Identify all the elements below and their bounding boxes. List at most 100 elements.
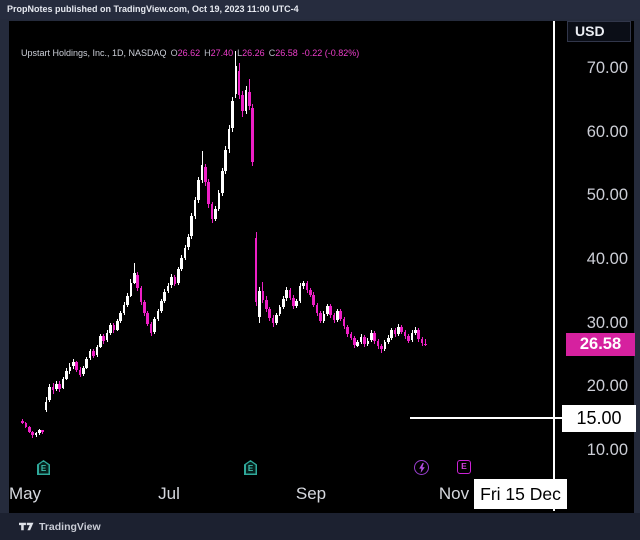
footer-bar: TradingView — [0, 513, 640, 540]
candle-body — [160, 301, 163, 311]
month-label: Nov — [438, 484, 470, 503]
price-target-line[interactable] — [410, 417, 635, 420]
candle-body — [146, 313, 150, 324]
candle-body — [363, 336, 366, 345]
candle-body — [336, 311, 339, 321]
candle-body — [204, 166, 207, 182]
tradingview-logo-text[interactable]: TradingView — [39, 520, 101, 533]
candle-body — [220, 171, 224, 194]
price-tick-label: 10.00 — [586, 441, 628, 459]
price-target-badge: 15.00 — [562, 404, 636, 432]
candle-body — [38, 430, 41, 434]
candle-body — [332, 315, 336, 321]
candle-body — [115, 321, 119, 330]
candle-body — [68, 366, 72, 372]
candle-body — [143, 302, 146, 314]
candle-body — [359, 336, 363, 343]
candle-body — [88, 350, 92, 359]
candle-body — [271, 317, 275, 324]
candle-body — [241, 94, 244, 112]
candle-body — [315, 304, 319, 314]
month-label: May — [8, 484, 42, 503]
candle-body — [71, 362, 75, 366]
candle-body — [285, 289, 288, 299]
candle-body — [400, 326, 404, 332]
candle-body — [163, 291, 166, 302]
earnings-marker-icon[interactable]: E — [244, 460, 257, 475]
candle-body — [339, 311, 343, 319]
candle-body — [322, 313, 326, 322]
ohlc-letter: L — [237, 48, 243, 58]
candle-body — [376, 341, 380, 346]
candle-body — [292, 297, 295, 307]
currency-label: USD — [567, 21, 631, 42]
lightning-event-icon[interactable] — [414, 460, 429, 475]
candle-body — [136, 274, 139, 289]
tradingview-logo-icon[interactable] — [19, 521, 34, 532]
candle-body — [417, 329, 420, 340]
candle-body — [373, 332, 376, 342]
month-label: Jul — [158, 484, 180, 503]
candle-body — [31, 431, 34, 436]
candle-body — [254, 238, 258, 303]
target-date-vertical-line[interactable] — [553, 21, 555, 511]
candle-body — [78, 369, 82, 375]
candle-body — [397, 326, 400, 335]
publish-info-bar: PropNotes published on TradingView.com, … — [0, 0, 640, 19]
candle-body — [58, 384, 62, 389]
change-value: -0.22 (-0.82%) — [301, 48, 360, 58]
candle-body — [407, 336, 410, 341]
candle-body — [24, 423, 28, 428]
candle-body — [44, 401, 48, 411]
candle-body — [180, 257, 183, 270]
candle-body — [139, 288, 143, 303]
candle-body — [21, 420, 24, 424]
candle-body — [129, 282, 133, 296]
earnings-marker-icon[interactable]: E — [37, 460, 50, 475]
chart-pane[interactable]: Upstart Holdings, Inc., 1D, NASDAQ O26.62… — [9, 21, 635, 513]
candle-body — [55, 384, 58, 390]
price-tick-label: 30.00 — [586, 313, 628, 332]
candle-body — [176, 269, 180, 284]
ohlc-number: 26.26 — [242, 48, 265, 58]
candle-body — [109, 325, 112, 333]
candle-body — [258, 290, 261, 318]
candle-body — [102, 336, 106, 342]
candle-body — [149, 323, 153, 333]
candle-body — [99, 336, 102, 347]
publish-info-text: PropNotes published on TradingView.com, … — [7, 4, 299, 14]
candle-body — [234, 65, 238, 94]
candle-body — [112, 325, 116, 331]
candle-body — [166, 285, 170, 291]
candle-body — [369, 332, 373, 341]
candle-body — [366, 340, 370, 345]
candle-body — [34, 433, 38, 436]
candle-body — [302, 283, 305, 286]
candle-body — [309, 290, 312, 295]
ohlc-letter: O — [170, 48, 178, 58]
candle-body — [153, 318, 156, 333]
candle-body — [200, 164, 204, 181]
symbol-title: Upstart Holdings, Inc., 1D, NASDAQ — [21, 48, 167, 58]
candle-body — [170, 276, 173, 286]
price-tick-label: 50.00 — [586, 186, 628, 205]
ohlc-number: 26.58 — [275, 48, 298, 58]
ohlc-number: 26.62 — [177, 48, 201, 58]
candle-body — [353, 337, 356, 346]
candle-body — [413, 329, 417, 333]
candle-body — [183, 247, 187, 258]
candle-body — [82, 367, 85, 375]
candle-body — [51, 387, 55, 391]
upcoming-earnings-icon[interactable]: E — [457, 460, 471, 474]
candle-body — [41, 430, 45, 433]
candle-body — [349, 334, 353, 338]
candle-body — [48, 387, 51, 401]
candle-body — [231, 101, 234, 129]
candle-body — [61, 378, 65, 389]
candle-body — [214, 208, 217, 219]
candle-body — [207, 182, 211, 205]
candle-body — [390, 330, 393, 338]
candle-body — [393, 330, 397, 335]
price-tick-label: 20.00 — [586, 377, 628, 396]
